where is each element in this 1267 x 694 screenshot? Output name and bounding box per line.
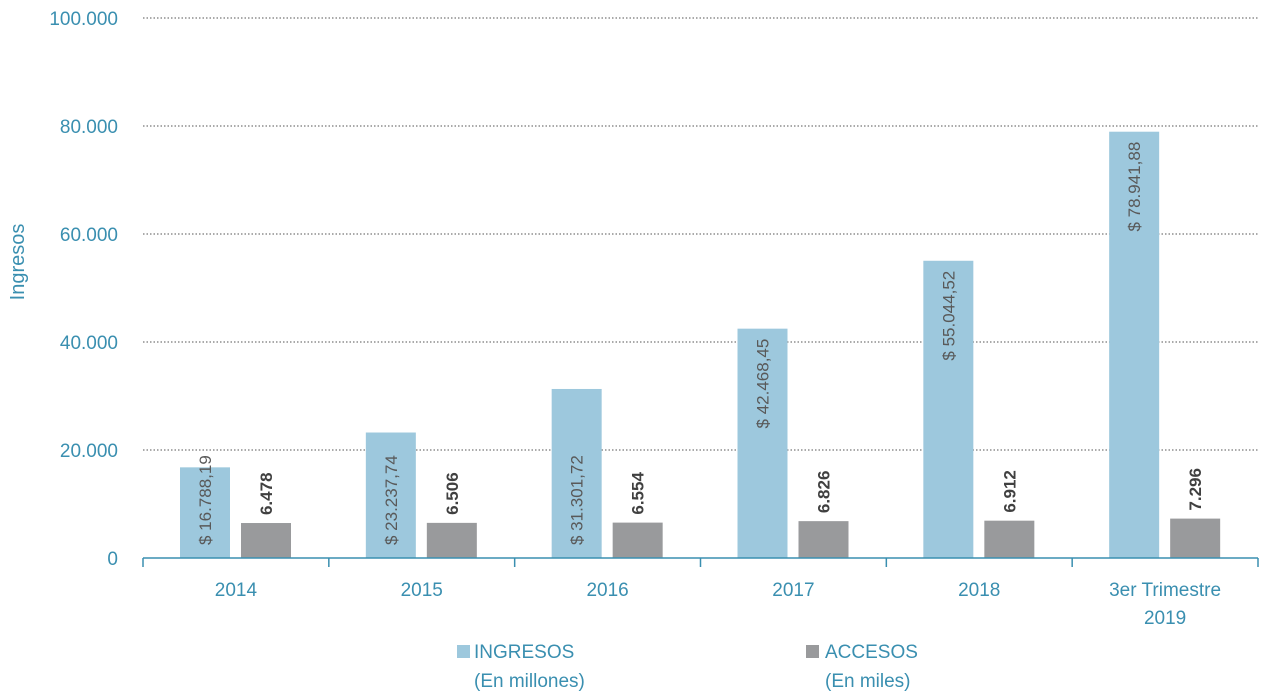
bar-accesos bbox=[798, 521, 849, 558]
data-label-accesos: 6.826 bbox=[815, 471, 834, 514]
y-tick-label: 40.000 bbox=[60, 333, 118, 354]
bar-ingresos bbox=[737, 328, 788, 558]
x-axis: 2014 2015 2016 2017 2018 3er Trimestre 2019 bbox=[142, 557, 1259, 629]
data-label-ingresos: $ 55.044,52 bbox=[939, 271, 958, 361]
x-tick-label: 2016 bbox=[586, 580, 628, 601]
data-label-accesos: 6.554 bbox=[629, 472, 648, 515]
bar-ingresos bbox=[923, 260, 974, 558]
bars: $ 16.788,19 6.478 $ 23.237,74 6.506 $ 31.301… bbox=[180, 131, 1221, 558]
legend-label: (En millones) bbox=[474, 671, 585, 692]
x-tick-label: 2014 bbox=[215, 580, 258, 601]
data-label-accesos: 6.478 bbox=[257, 472, 276, 515]
x-tick-label: 2019 bbox=[1144, 608, 1186, 629]
bar-accesos bbox=[612, 522, 663, 558]
legend-label: (En miles) bbox=[825, 671, 911, 692]
data-label-ingresos: $ 42.468,45 bbox=[754, 339, 773, 429]
legend-label: INGRESOS bbox=[474, 642, 574, 663]
y-tick-label: 20.000 bbox=[60, 441, 118, 462]
data-label-accesos: 6.506 bbox=[443, 472, 462, 515]
x-tick-label: 2018 bbox=[958, 580, 1000, 601]
legend-swatch bbox=[457, 645, 470, 658]
y-tick-label: 80.000 bbox=[60, 117, 118, 138]
data-label-ingresos: $ 31.301,72 bbox=[568, 455, 587, 545]
bar-ingresos bbox=[1109, 131, 1160, 558]
bar-ingresos bbox=[551, 388, 602, 558]
data-label-ingresos: $ 78.941,88 bbox=[1125, 142, 1144, 232]
legend: INGRESOS (En millones) ACCESOS (En miles) bbox=[457, 642, 918, 692]
bar-accesos bbox=[1170, 518, 1221, 558]
y-tick-label: 60.000 bbox=[60, 225, 118, 246]
x-tick-label: 3er Trimestre bbox=[1109, 580, 1221, 601]
bar-ingresos bbox=[365, 432, 416, 558]
bar-ingresos bbox=[180, 467, 230, 558]
x-tick-label: 2017 bbox=[772, 580, 814, 601]
bar-accesos bbox=[241, 523, 291, 558]
bar-accesos bbox=[984, 520, 1035, 558]
data-label-ingresos: $ 16.788,19 bbox=[196, 455, 215, 545]
y-axis: 0 20.000 40.000 60.000 80.000 100.000 bbox=[49, 9, 118, 570]
legend-label: ACCESOS bbox=[825, 642, 918, 663]
data-label-accesos: 7.296 bbox=[1186, 468, 1205, 511]
x-tick-label: 2015 bbox=[401, 580, 443, 601]
gridlines bbox=[143, 17, 1258, 451]
data-label-ingresos: $ 23.237,74 bbox=[382, 455, 401, 545]
data-label-accesos: 6.912 bbox=[1000, 470, 1019, 513]
bar-accesos bbox=[426, 522, 477, 558]
legend-swatch bbox=[806, 645, 819, 658]
y-tick-label: 0 bbox=[107, 549, 118, 570]
y-axis-label: Ingresos bbox=[7, 224, 29, 301]
y-tick-label: 100.000 bbox=[49, 9, 118, 30]
